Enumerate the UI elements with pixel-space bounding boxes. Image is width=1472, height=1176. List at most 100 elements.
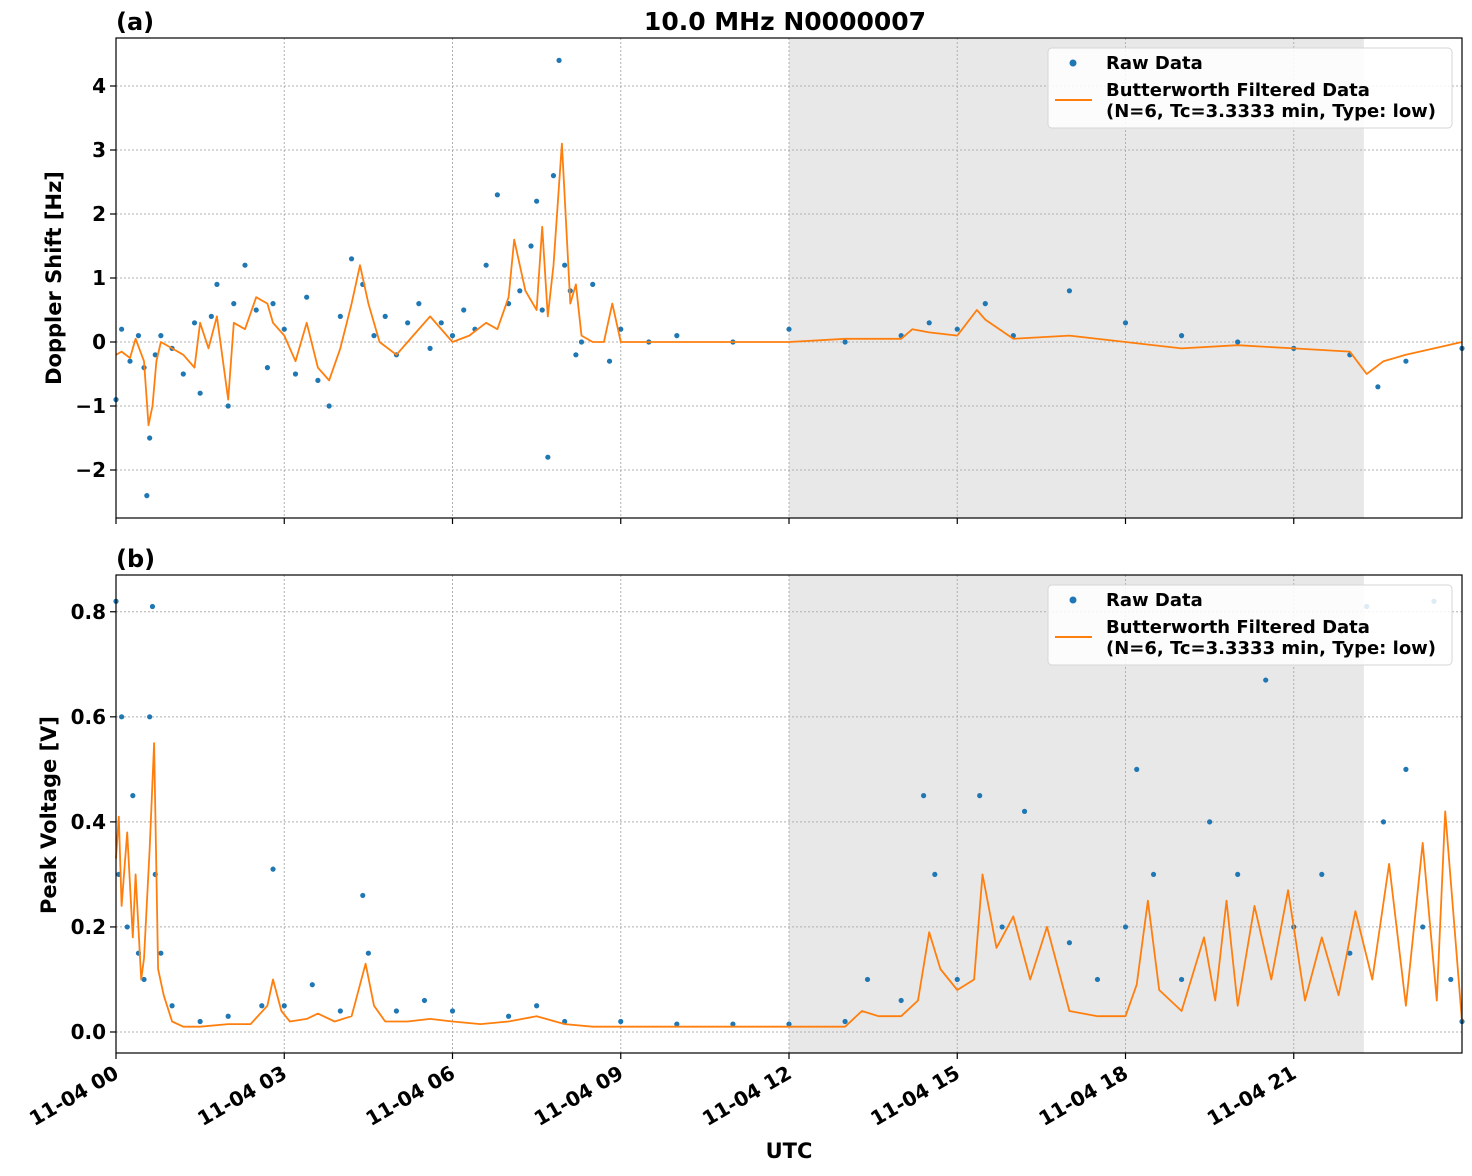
panel-b-label: (b): [116, 545, 155, 573]
raw-data-point: [371, 333, 377, 339]
xtick-label: 11-04 03: [193, 1061, 291, 1131]
xtick-label: 11-04 15: [866, 1061, 964, 1131]
raw-data-point: [135, 333, 142, 339]
raw-data-point: [921, 793, 927, 799]
raw-data-point: [326, 403, 332, 409]
raw-data-point: [304, 294, 310, 300]
raw-data-point: [573, 352, 579, 358]
raw-data-point: [534, 1003, 540, 1009]
raw-data-point: [1066, 940, 1073, 946]
raw-data-point: [149, 603, 156, 610]
raw-data-point: [208, 313, 214, 319]
legend-a-filtered-detail: (N=6, Tc=3.3333 min, Type: low): [1106, 101, 1436, 122]
ytick-label: 0: [92, 330, 106, 354]
raw-data-point: [842, 1018, 848, 1025]
raw-data-point: [180, 371, 186, 377]
panel-b-xlabel: UTC: [766, 1139, 813, 1163]
raw-data-point: [1403, 766, 1409, 772]
raw-data-point: [1066, 288, 1073, 294]
raw-data-point: [147, 714, 153, 720]
xtick-label: 11-04 18: [1034, 1061, 1132, 1131]
raw-data-point: [932, 871, 938, 878]
filtered-data-line: [115, 142, 1463, 427]
legend-a-raw-marker: [1069, 59, 1077, 67]
ytick-label: 4: [92, 74, 106, 98]
ytick-label: 3: [92, 138, 106, 162]
raw-data-point: [730, 1021, 736, 1027]
xtick-label: 11-04 06: [361, 1061, 459, 1131]
raw-data-point: [191, 320, 198, 326]
legend-b-filtered-label: Butterworth Filtered Data: [1106, 617, 1370, 638]
filtered-data-line: [115, 742, 1463, 1028]
raw-data-point: [1178, 976, 1185, 983]
raw-data-point: [292, 371, 299, 377]
raw-data-point: [214, 281, 220, 287]
raw-data-point: [225, 403, 231, 409]
raw-data-point: [562, 1018, 568, 1025]
raw-data-point: [427, 345, 433, 351]
raw-data-point: [231, 301, 237, 307]
raw-data-point: [578, 339, 585, 345]
raw-data-point: [898, 997, 904, 1004]
legend-b-raw-label: Raw Data: [1106, 590, 1203, 611]
raw-data-point: [517, 288, 523, 294]
raw-data-point: [144, 493, 150, 499]
raw-data-point: [1319, 871, 1325, 878]
xtick-label: 11-04 21: [1203, 1061, 1301, 1131]
panel-b-ylabel: Peak Voltage [V]: [37, 716, 61, 914]
raw-data-point: [1380, 819, 1387, 825]
legend-a-box: [1047, 47, 1453, 129]
raw-data-point: [1207, 819, 1213, 825]
raw-data-point: [999, 924, 1005, 930]
ytick-label: 0.2: [71, 915, 106, 939]
raw-data-point: [438, 320, 444, 326]
raw-data-point: [1021, 808, 1028, 814]
raw-data-point: [550, 173, 557, 179]
raw-data-point: [1134, 766, 1140, 772]
raw-data-point: [1122, 924, 1129, 930]
raw-data-point: [152, 352, 158, 358]
raw-data-point: [405, 320, 411, 326]
raw-data-point: [309, 982, 315, 988]
raw-data-point: [416, 301, 422, 307]
raw-data-point: [242, 262, 248, 268]
raw-data-point: [421, 997, 428, 1004]
raw-data-point: [1094, 976, 1101, 983]
raw-data-point: [590, 281, 596, 287]
raw-data-point: [562, 262, 568, 268]
raw-data-point: [141, 976, 147, 983]
raw-data-point: [197, 390, 203, 396]
raw-data-point: [158, 950, 164, 956]
raw-data-point: [337, 313, 343, 319]
chart-title: 10.0 MHz N0000007: [644, 7, 926, 36]
xtick-label: 11-04 00: [25, 1061, 123, 1131]
raw-data-point: [539, 307, 545, 313]
legend-b: Raw Data Butterworth Filtered Data (N=6,…: [1047, 584, 1453, 666]
xtick-label: 11-04 09: [530, 1061, 628, 1131]
ytick-label: 0.0: [71, 1020, 106, 1044]
legend-a: Raw Data Butterworth Filtered Data (N=6,…: [1047, 47, 1453, 129]
raw-data-point: [270, 866, 276, 872]
raw-data-point: [337, 1008, 343, 1014]
raw-data-point: [382, 313, 388, 319]
legend-a-filtered-label: Butterworth Filtered Data: [1106, 80, 1370, 101]
ytick-label: 0.6: [71, 705, 106, 729]
ytick-label: 0.4: [71, 810, 106, 834]
raw-data-point: [1448, 976, 1454, 983]
raw-data-point: [197, 1018, 203, 1025]
raw-data-point: [1375, 384, 1381, 390]
raw-data-point: [119, 326, 125, 332]
raw-data-point: [1122, 320, 1129, 326]
raw-data-point: [259, 1003, 265, 1009]
raw-data-point: [982, 301, 988, 307]
raw-data-point: [786, 326, 792, 332]
legend-b-filtered-detail: (N=6, Tc=3.3333 min, Type: low): [1106, 638, 1436, 659]
raw-data-point: [505, 1013, 512, 1019]
raw-data-point: [618, 1018, 624, 1025]
legend-b-raw-marker: [1069, 596, 1077, 604]
raw-data-point: [494, 192, 500, 198]
raw-data-point: [449, 333, 456, 339]
raw-data-point: [926, 320, 932, 326]
raw-data-point: [147, 435, 153, 441]
